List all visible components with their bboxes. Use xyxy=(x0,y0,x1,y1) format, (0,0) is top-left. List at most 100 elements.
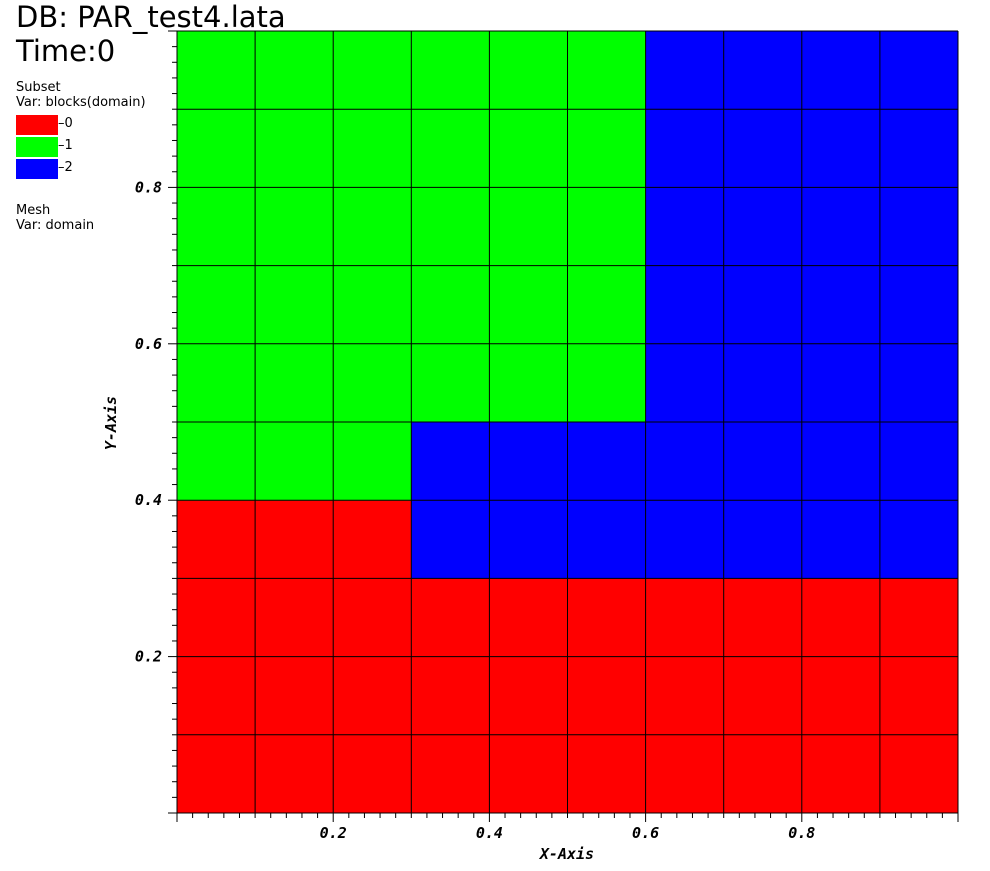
legend-entry-0: –0 xyxy=(16,112,146,135)
cell-r2-c2 xyxy=(333,578,412,658)
cell-r4-c3 xyxy=(411,422,490,501)
mesh-legend: Mesh Var: domain xyxy=(16,203,94,233)
cell-r4-c8 xyxy=(801,422,881,501)
cell-r6-c0 xyxy=(177,265,256,345)
cell-r1-c9 xyxy=(879,656,959,736)
plot-gridlines xyxy=(176,30,959,814)
cell-r3-c2 xyxy=(333,500,412,579)
y-tick-label-0: 0.2 xyxy=(135,648,162,666)
cell-r1-c7 xyxy=(723,656,803,736)
legend-entry-1: –1 xyxy=(16,134,146,157)
cell-r8-c7 xyxy=(723,109,803,188)
cell-r1-c0 xyxy=(177,656,256,736)
y-tick-label-2: 0.6 xyxy=(135,335,162,353)
x-tick-label-2: 0.6 xyxy=(632,824,659,842)
cell-r8-c3 xyxy=(411,109,490,188)
y-axis-title: Y-Axis xyxy=(102,396,120,450)
cell-r0-c5 xyxy=(567,734,647,814)
legend-label-1: –1 xyxy=(58,138,73,153)
cell-r8-c4 xyxy=(489,109,568,188)
cell-r2-c3 xyxy=(411,578,490,658)
cell-r3-c5 xyxy=(567,500,647,579)
cell-r3-c1 xyxy=(255,500,334,579)
cell-r6-c2 xyxy=(333,265,412,345)
cell-r3-c8 xyxy=(801,500,881,579)
legend-swatch-2 xyxy=(16,159,58,179)
cell-r2-c9 xyxy=(879,578,959,658)
cell-r0-c1 xyxy=(255,734,334,814)
cell-r7-c9 xyxy=(879,187,959,267)
cell-r0-c7 xyxy=(723,734,803,814)
y-tick-label-3: 0.8 xyxy=(135,178,162,196)
cell-r4-c1 xyxy=(255,422,334,501)
cell-r6-c1 xyxy=(255,265,334,345)
cell-r5-c2 xyxy=(333,343,412,423)
x-tick-label-1: 0.4 xyxy=(476,824,503,842)
cell-r7-c0 xyxy=(177,187,256,267)
cell-r0-c0 xyxy=(177,734,256,814)
cell-r2-c1 xyxy=(255,578,334,658)
cell-r3-c4 xyxy=(489,500,568,579)
cell-r2-c0 xyxy=(177,578,256,658)
cell-r6-c9 xyxy=(879,265,959,345)
cell-r0-c3 xyxy=(411,734,490,814)
cell-r3-c9 xyxy=(879,500,959,579)
subset-legend: Subset Var: blocks(domain) –0 –1 –2 xyxy=(16,80,146,179)
cell-r5-c6 xyxy=(645,343,725,423)
legend-label-2: –2 xyxy=(58,160,73,175)
cell-r7-c4 xyxy=(489,187,568,267)
cell-r2-c6 xyxy=(645,578,725,658)
cell-r0-c8 xyxy=(801,734,881,814)
cell-r2-c8 xyxy=(801,578,881,658)
cell-r9-c1 xyxy=(255,31,334,110)
cell-r8-c0 xyxy=(177,109,256,188)
plot-cells xyxy=(177,31,959,814)
plot-ticks xyxy=(168,30,959,822)
cell-r9-c6 xyxy=(645,31,725,110)
legend-label-0: –0 xyxy=(58,116,73,131)
cell-r5-c8 xyxy=(801,343,881,423)
cell-r8-c1 xyxy=(255,109,334,188)
cell-r3-c0 xyxy=(177,500,256,579)
cell-r4-c4 xyxy=(489,422,568,501)
cell-r8-c6 xyxy=(645,109,725,188)
cell-r1-c5 xyxy=(567,656,647,736)
cell-r5-c3 xyxy=(411,343,490,423)
cell-r1-c4 xyxy=(489,656,568,736)
cell-r2-c7 xyxy=(723,578,803,658)
subset-title: Subset xyxy=(16,80,61,95)
cell-r1-c1 xyxy=(255,656,334,736)
cell-r3-c6 xyxy=(645,500,725,579)
cell-r7-c3 xyxy=(411,187,490,267)
x-axis-title: X-Axis xyxy=(538,845,594,863)
mesh-title: Mesh xyxy=(16,203,51,218)
cell-r2-c4 xyxy=(489,578,568,658)
legend-swatch-0 xyxy=(16,115,58,135)
cell-r4-c6 xyxy=(645,422,725,501)
x-tick-label-0: 0.2 xyxy=(320,824,347,842)
legend-swatch-1 xyxy=(16,137,58,157)
cell-r6-c4 xyxy=(489,265,568,345)
cell-r7-c1 xyxy=(255,187,334,267)
cell-r6-c8 xyxy=(801,265,881,345)
cell-r4-c7 xyxy=(723,422,803,501)
cell-r7-c8 xyxy=(801,187,881,267)
cell-r0-c9 xyxy=(879,734,959,814)
mesh-var: Var: domain xyxy=(16,218,95,233)
cell-r9-c5 xyxy=(567,31,647,110)
legend-entry-2: –2 xyxy=(16,156,146,179)
cell-r7-c5 xyxy=(567,187,647,267)
legend-entries: –0 –1 –2 xyxy=(16,112,146,179)
cell-r9-c8 xyxy=(801,31,881,110)
cell-r8-c2 xyxy=(333,109,412,188)
cell-r6-c6 xyxy=(645,265,725,345)
cell-r4-c9 xyxy=(879,422,959,501)
cell-r4-c0 xyxy=(177,422,256,501)
cell-r7-c6 xyxy=(645,187,725,267)
cell-r2-c5 xyxy=(567,578,647,658)
cell-r1-c6 xyxy=(645,656,725,736)
cell-r4-c5 xyxy=(567,422,647,501)
cell-r3-c3 xyxy=(411,500,490,579)
cell-r5-c1 xyxy=(255,343,334,423)
cell-r6-c3 xyxy=(411,265,490,345)
